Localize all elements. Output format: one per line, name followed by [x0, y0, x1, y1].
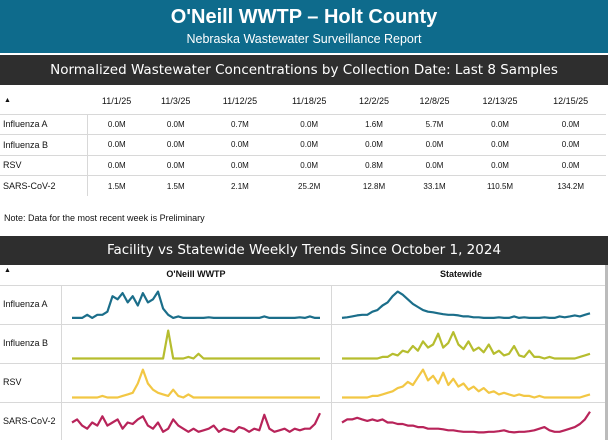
table-cell: 0.0M — [274, 154, 344, 176]
table-cell: 1.6M — [343, 113, 405, 135]
sparkline-path — [341, 411, 591, 434]
table-cell: 1.5M — [87, 175, 147, 196]
sparkline-path — [341, 290, 591, 319]
trend-row: SARS-CoV-2 — [0, 402, 608, 440]
samples-section-title: Normalized Wastewater Concentrations by … — [0, 55, 608, 85]
table-cell: 0.0M — [274, 113, 344, 135]
report-subtitle: Nebraska Wastewater Surveillance Report — [186, 32, 422, 46]
sort-icon[interactable]: ▲ — [4, 267, 11, 274]
table-cell: 0.0M — [146, 113, 206, 135]
samples-header-row: ▲ 11/1/25 11/3/25 11/12/25 11/18/25 12/2… — [0, 88, 606, 114]
sparkline-path — [72, 329, 320, 360]
table-cell: 0.0M — [464, 113, 536, 135]
table-cell: 0.0M — [205, 134, 275, 155]
sparkline-path — [72, 290, 320, 319]
table-cell: 0.0M — [464, 154, 536, 176]
table-cell: 0.0M — [87, 113, 147, 135]
table-cell: 0.0M — [343, 134, 405, 155]
samples-table: ▲ 11/1/25 11/3/25 11/12/25 11/18/25 12/2… — [0, 88, 606, 196]
table-cell: 0.8M — [343, 154, 405, 176]
date-column-header[interactable]: 11/18/25 — [291, 95, 327, 106]
table-cell: 25.2M — [274, 175, 344, 196]
facility-column-header: O'Neill WWTP — [166, 269, 226, 279]
table-row: RSV 0.0M 0.0M 0.0M 0.0M 0.8M 0.0M 0.0M 0… — [0, 154, 606, 176]
table-cell: 12.8M — [343, 175, 405, 196]
date-column-header[interactable]: 12/15/25 — [553, 95, 589, 106]
table-cell: 0.0M — [146, 154, 206, 176]
sparkline-path — [342, 368, 591, 399]
statewide-sparkline — [341, 290, 591, 319]
report-title: O'Neill WWTP – Holt County — [170, 6, 438, 28]
statewide-sparkline — [342, 368, 591, 399]
scrollbar[interactable] — [605, 265, 608, 440]
table-cell: 5.7M — [404, 113, 465, 135]
sparkline-path — [71, 412, 321, 433]
sparkline-path — [72, 368, 320, 399]
row-label: SARS-CoV-2 — [0, 175, 88, 196]
table-cell: 110.5M — [464, 175, 536, 196]
table-cell: 0.0M — [205, 154, 275, 176]
table-cell: 0.0M — [146, 134, 206, 155]
preliminary-note: Note: Data for the most recent week is P… — [4, 213, 205, 223]
trends-header-row: ▲ O'Neill WWTP Statewide — [0, 265, 608, 285]
sparkline-path — [342, 330, 591, 360]
trend-row: Influenza B — [0, 324, 608, 364]
table-row: SARS-CoV-2 1.5M 1.5M 2.1M 25.2M 12.8M 33… — [0, 175, 606, 196]
table-row: Influenza A 0.0M 0.0M 0.7M 0.0M 1.6M 5.7… — [0, 113, 606, 135]
table-cell: 0.0M — [535, 134, 606, 155]
table-cell: 0.0M — [535, 113, 606, 135]
statewide-sparkline — [342, 330, 591, 360]
trend-row-label: Influenza B — [3, 338, 49, 348]
trend-row-label: Influenza A — [3, 299, 48, 309]
table-cell: 0.0M — [274, 134, 344, 155]
table-cell: 33.1M — [404, 175, 465, 196]
table-cell: 0.0M — [87, 134, 147, 155]
date-column-header[interactable]: 11/12/25 — [222, 95, 258, 106]
table-cell: 0.0M — [87, 154, 147, 176]
statewide-sparkline — [341, 411, 591, 434]
row-label: RSV — [0, 154, 88, 176]
statewide-column-header: Statewide — [439, 269, 482, 279]
trend-row-label: SARS-CoV-2 — [3, 416, 56, 426]
table-cell: 0.0M — [404, 154, 465, 176]
facility-sparkline — [71, 412, 321, 433]
report-header: O'Neill WWTP – Holt County Nebraska Wast… — [0, 0, 608, 53]
table-cell: 1.5M — [146, 175, 206, 196]
row-label: Influenza A — [0, 113, 88, 135]
facility-sparkline — [72, 329, 320, 360]
date-column-header[interactable]: 12/8/25 — [419, 95, 450, 106]
date-column-header[interactable]: 11/1/25 — [101, 95, 132, 106]
row-label: Influenza B — [0, 134, 88, 155]
trend-row: RSV — [0, 363, 608, 403]
trends-section-title: Facility vs Statewide Weekly Trends Sinc… — [0, 236, 608, 265]
table-cell: 134.2M — [535, 175, 606, 196]
table-cell: 0.0M — [464, 134, 536, 155]
sort-icon[interactable]: ▲ — [4, 97, 11, 105]
trend-row: Influenza A — [0, 285, 608, 325]
date-column-header[interactable]: 11/3/25 — [161, 95, 191, 106]
table-row: Influenza B 0.0M 0.0M 0.0M 0.0M 0.0M 0.0… — [0, 134, 606, 155]
table-cell: 0.0M — [404, 134, 465, 155]
facility-sparkline — [72, 368, 320, 399]
facility-sparkline — [72, 290, 320, 319]
date-column-header[interactable]: 12/13/25 — [482, 95, 518, 106]
trend-row-label: RSV — [3, 377, 22, 387]
table-cell: 0.0M — [535, 154, 606, 176]
date-column-header[interactable]: 12/2/25 — [359, 95, 390, 106]
table-cell: 2.1M — [205, 175, 275, 196]
table-cell: 0.7M — [205, 113, 275, 135]
